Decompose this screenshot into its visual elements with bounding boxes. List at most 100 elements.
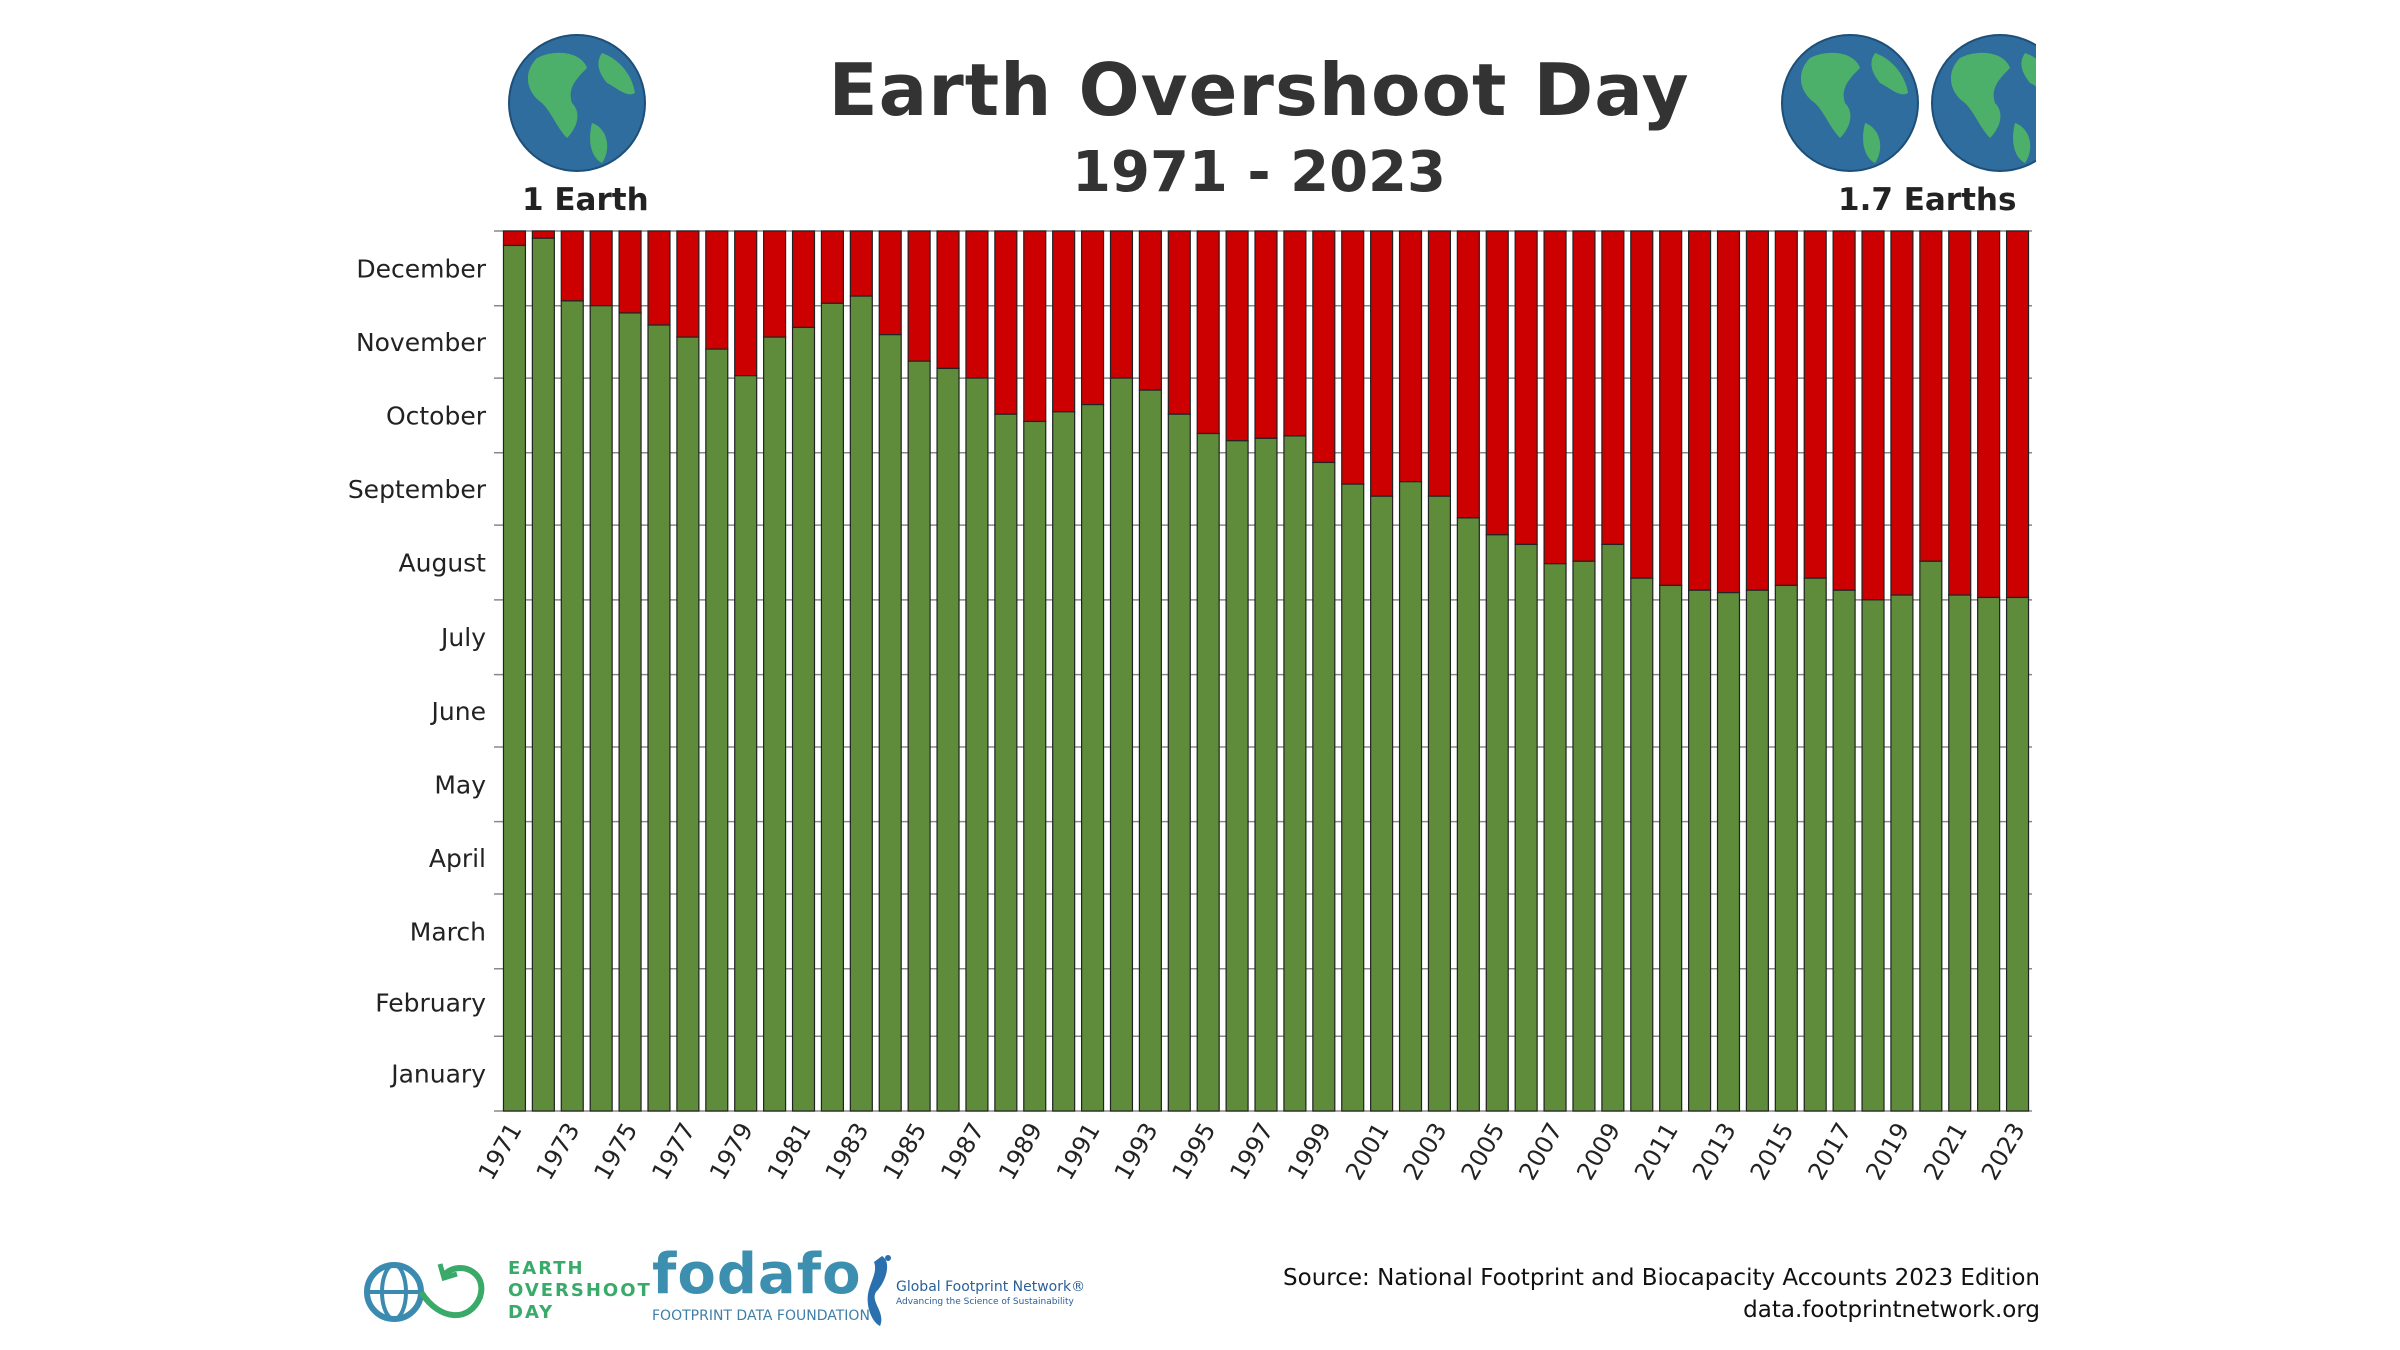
x-tick-label: 2019 — [1860, 1118, 1915, 1185]
budget-bar-1987 — [965, 377, 989, 1112]
overshoot-bar-2006 — [1514, 230, 1538, 546]
budget-bar-1988 — [994, 413, 1018, 1112]
x-tick-label: 1975 — [588, 1118, 643, 1185]
overshoot-bar-1971 — [502, 230, 527, 247]
x-tick-label: 1993 — [1109, 1118, 1164, 1185]
budget-bar-2020 — [1919, 560, 1943, 1112]
budget-bar-1979 — [734, 375, 758, 1112]
budget-bar-1993 — [1138, 389, 1162, 1112]
budget-bar-1974 — [589, 305, 613, 1112]
budget-bar-2000 — [1341, 483, 1365, 1112]
overshoot-bar-1973 — [560, 230, 584, 302]
footprint-icon — [867, 1255, 891, 1326]
overshoot-bar-1999 — [1312, 230, 1336, 464]
overshoot-bar-2020 — [1919, 230, 1943, 562]
overshoot-bar-2016 — [1803, 230, 1827, 579]
overshoot-bar-1974 — [589, 230, 613, 307]
overshoot-bar-2001 — [1370, 230, 1394, 497]
budget-bar-1982 — [820, 302, 844, 1112]
y-tick-label: May — [434, 770, 486, 799]
overshoot-bar-2009 — [1601, 230, 1625, 546]
x-tick-label: 2013 — [1687, 1118, 1742, 1185]
budget-bar-1985 — [907, 360, 931, 1112]
budget-bar-1983 — [849, 295, 873, 1112]
overshoot-bar-2005 — [1485, 230, 1509, 536]
budget-bar-1986 — [936, 367, 960, 1112]
x-tick-label: 1981 — [762, 1118, 817, 1185]
budget-bar-1994 — [1167, 413, 1191, 1112]
overshoot-bar-2010 — [1630, 230, 1654, 579]
budget-bar-1981 — [791, 326, 816, 1112]
overshoot-bar-1995 — [1196, 230, 1220, 435]
budget-bar-2011 — [1659, 584, 1683, 1112]
budget-bar-2012 — [1688, 589, 1712, 1112]
budget-bar-1990 — [1052, 411, 1076, 1112]
chart-subtitle: 1971 - 2023 — [1072, 140, 1446, 205]
budget-bar-2023 — [2005, 596, 2030, 1112]
overshoot-bar-2023 — [2005, 230, 2030, 599]
source-url[interactable]: data.footprintnetwork.org — [1743, 1297, 2040, 1323]
budget-bar-1980 — [763, 336, 787, 1112]
overshoot-bar-2012 — [1688, 230, 1712, 591]
budget-bar-1995 — [1196, 432, 1220, 1112]
overshoot-bar-2017 — [1832, 230, 1856, 591]
budget-bar-2014 — [1745, 589, 1769, 1112]
x-tick-label: 2005 — [1456, 1118, 1511, 1185]
fodafo-logo: fodafo — [652, 1242, 862, 1307]
budget-bar-2022 — [1977, 596, 2001, 1112]
overshoot-bar-1982 — [820, 230, 844, 304]
overshoot-bar-2014 — [1745, 230, 1769, 591]
x-tick-label: 1987 — [935, 1118, 990, 1185]
gfn-tagline: Advancing the Science of Sustainability — [896, 1297, 1074, 1307]
x-axis-labels: 1971 1973 1975 1977 1979 1981 1983 1985 1987 1989… — [473, 1118, 2031, 1185]
y-tick-label: January — [389, 1060, 486, 1089]
overshoot-bar-1993 — [1138, 230, 1162, 391]
overshoot-bar-1991 — [1080, 230, 1105, 406]
budget-bar-1976 — [647, 324, 671, 1112]
budget-bar-1991 — [1080, 403, 1105, 1112]
budget-bar-1997 — [1254, 437, 1278, 1112]
overshoot-bar-2013 — [1716, 230, 1741, 594]
overshoot-bar-1988 — [994, 230, 1018, 415]
overshoot-bar-1975 — [618, 230, 642, 314]
x-tick-label: 1997 — [1224, 1118, 1279, 1185]
x-tick-label: 1977 — [646, 1118, 701, 1185]
overshoot-bar-1983 — [849, 230, 873, 297]
overshoot-bar-2019 — [1890, 230, 1914, 596]
budget-bar-2010 — [1630, 577, 1654, 1112]
x-tick-label: 1991 — [1051, 1118, 1106, 1185]
x-tick-label: 1989 — [993, 1118, 1048, 1185]
y-tick-label: April — [429, 844, 486, 873]
fodafo-subtitle: FOOTPRINT DATA FOUNDATION — [652, 1308, 870, 1324]
budget-bar-2019 — [1890, 594, 1914, 1112]
y-tick-label: December — [356, 254, 486, 283]
x-tick-label: 2007 — [1513, 1118, 1568, 1185]
budget-bar-2005 — [1485, 534, 1509, 1112]
x-tick-label: 2021 — [1918, 1118, 1973, 1185]
overshoot-bar-2018 — [1861, 230, 1885, 601]
overshoot-bar-1997 — [1254, 230, 1278, 439]
eod-logo-line: DAY — [508, 1302, 555, 1323]
budget-bar-2009 — [1601, 543, 1625, 1112]
budget-bar-2015 — [1774, 584, 1798, 1112]
one-point-seven-earths-label: 1.7 Earths — [1838, 182, 2017, 218]
budget-bar-1998 — [1283, 435, 1307, 1112]
source-text: Source: National Footprint and Biocapaci… — [1283, 1265, 2040, 1291]
overshoot-bar-2002 — [1398, 230, 1423, 483]
budget-bar-1996 — [1225, 440, 1249, 1112]
y-tick-label: July — [439, 623, 486, 652]
budget-bar-2016 — [1803, 577, 1827, 1112]
x-tick-label: 1985 — [878, 1118, 933, 1185]
y-tick-label: November — [356, 328, 487, 357]
y-tick-label: June — [430, 697, 486, 726]
budget-bar-2004 — [1456, 517, 1480, 1112]
overshoot-bar-1985 — [907, 230, 931, 362]
overshoot-bar-1990 — [1052, 230, 1076, 413]
x-tick-label: 1979 — [704, 1118, 759, 1185]
x-tick-label: 2011 — [1629, 1118, 1684, 1185]
x-tick-label: 2003 — [1398, 1118, 1453, 1185]
budget-bar-2006 — [1514, 543, 1538, 1112]
x-tick-label: 1999 — [1282, 1118, 1337, 1185]
x-tick-label: 1995 — [1167, 1118, 1222, 1185]
y-tick-label: September — [348, 475, 487, 504]
